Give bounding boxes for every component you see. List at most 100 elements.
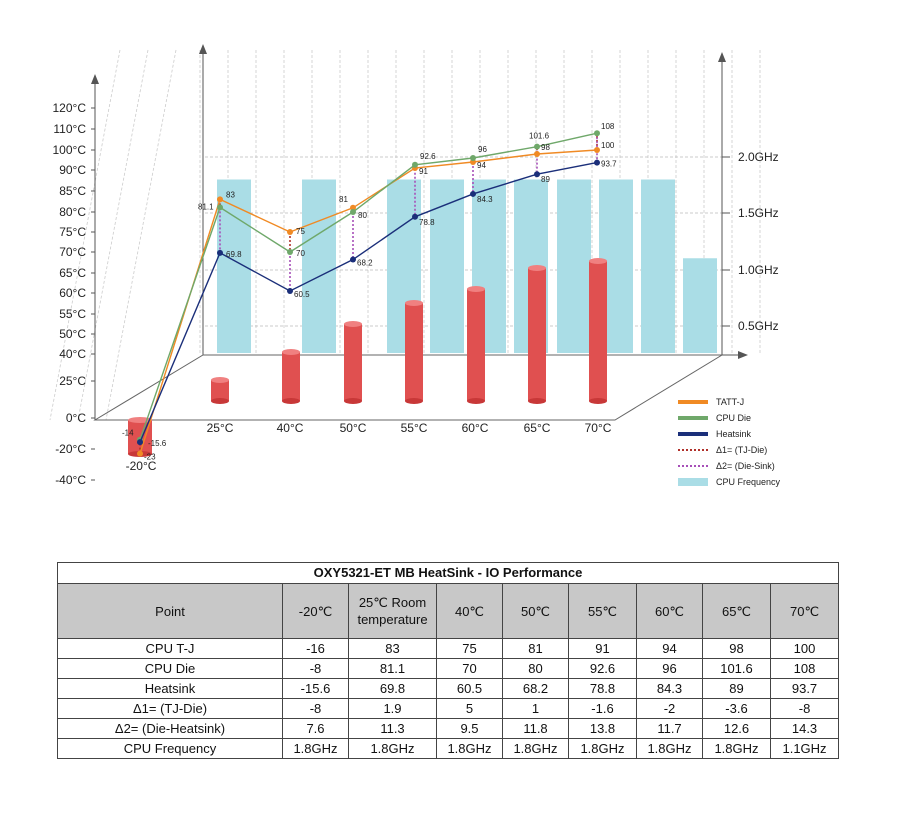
frequency-bar [430, 179, 464, 353]
table-cell: 108 [769, 658, 840, 679]
x-category-label: 25°C [207, 421, 234, 435]
table-cell: 96 [636, 658, 703, 679]
table-cell: 78.8 [568, 678, 637, 699]
point-label: 101.6 [529, 132, 550, 141]
table-cell: 1.8GHz [568, 738, 637, 759]
cylinder-base [211, 398, 229, 404]
y-left-tick-label: 110°C [53, 122, 86, 136]
x-category-label: 70°C [585, 421, 612, 435]
series-point [217, 249, 223, 256]
table-cell: 9.5 [436, 718, 503, 739]
point-label: -15.6 [148, 439, 167, 448]
point-label: 69.8 [226, 250, 242, 259]
x-axis-arrow [738, 351, 748, 359]
table-cell: 1.8GHz [636, 738, 703, 759]
series-point [217, 196, 223, 203]
table-cell: 68.2 [502, 678, 569, 699]
point-label: 60.5 [294, 290, 310, 299]
row-label: CPU Frequency [57, 738, 283, 759]
series-point [287, 288, 293, 294]
table-cell: 70 [436, 658, 503, 679]
chart-axes: 120°C 110°C 100°C 90°C 85°C 80°C 75°C 70°C 65°C 6… [53, 44, 779, 487]
point-label: -14 [122, 429, 134, 438]
table-cell: 1.9 [348, 698, 437, 719]
table-cell: 1 [502, 698, 569, 719]
point-label: 94 [477, 161, 486, 170]
point-label: 89 [541, 175, 550, 184]
cylinder-cap [467, 286, 485, 292]
table-cell: 92.6 [568, 658, 637, 679]
frequency-bar [302, 179, 336, 353]
table-cell: 1.8GHz [702, 738, 771, 759]
grid-diagonal-line [49, 49, 121, 421]
legend-label: TATT-J [716, 397, 744, 407]
cylinder-base [467, 398, 485, 404]
cylinder-cap [589, 258, 607, 264]
cylinder-cap [344, 321, 362, 327]
x-category-label: 55°C [401, 421, 428, 435]
temperature-cylinders [128, 258, 607, 457]
legend-swatch [678, 478, 708, 486]
point-label: 70 [296, 249, 305, 258]
right-axis-arrow [718, 52, 726, 62]
y-left-tick-label: 55°C [59, 307, 86, 321]
point-label: 92.6 [420, 152, 436, 161]
table-cell: 101.6 [702, 658, 771, 679]
header-col: 50℃ [502, 583, 569, 639]
y-right-tick-label: 0.5GHz [738, 319, 779, 333]
series-point [217, 204, 223, 211]
temperature-cylinder [528, 268, 546, 401]
point-label: 80 [358, 211, 367, 220]
series-point [594, 130, 600, 137]
y-left-tick-label: 70°C [59, 245, 86, 259]
y-left-tick-label: -40°C [55, 473, 86, 487]
table-cell: -1.6 [568, 698, 637, 719]
series-point [534, 151, 540, 157]
row-label: Heatsink [57, 678, 283, 699]
table-cell: 91 [568, 638, 637, 659]
header-col: -20℃ [282, 583, 349, 639]
series-point [350, 204, 356, 211]
table-cell: -8 [769, 698, 840, 719]
table-cell: 11.7 [636, 718, 703, 739]
cylinder-cap [282, 349, 300, 355]
point-label: 81.1 [198, 202, 214, 211]
point-label: 81 [339, 195, 348, 204]
point-label: 96 [478, 145, 487, 154]
series-line-1 [139, 132, 598, 440]
table-row: Δ1= (TJ-Die) -8 1.9 5 1 -1.6 -2 -3.6 -8 [57, 698, 840, 719]
y-left-tick-label: 65°C [59, 266, 86, 280]
point-label: 100 [601, 141, 615, 150]
row-label: Δ1= (TJ-Die) [57, 698, 283, 719]
table-cell: 93.7 [769, 678, 840, 699]
series-point [287, 249, 293, 255]
table-cell: 69.8 [348, 678, 437, 699]
table-row: CPU Frequency 1.8GHz 1.8GHz 1.8GHz 1.8GHz 1.8… [57, 738, 840, 759]
frequency-bar [641, 179, 675, 353]
table-cell: 81.1 [348, 658, 437, 679]
table-cell: -15.6 [282, 678, 349, 699]
header-col: 60℃ [636, 583, 703, 639]
cylinder-base [589, 398, 607, 404]
chart-legend: TATT-J CPU Die Heatsink Δ1= (TJ-Die) Δ2= (Di… [678, 397, 781, 487]
point-label: 83 [226, 190, 235, 199]
table-cell: 94 [636, 638, 703, 659]
series-point [470, 190, 476, 197]
table-cell: 81 [502, 638, 569, 659]
table-cell: -8 [282, 658, 349, 679]
series-point [594, 147, 600, 153]
series-point [287, 229, 293, 235]
y-left-tick-label: 0°C [66, 411, 86, 425]
series-point [350, 256, 356, 263]
table-cell: -3.6 [702, 698, 771, 719]
series-point [470, 155, 476, 161]
cylinder-base [405, 398, 423, 404]
performance-table: OXY5321-ET MB HeatSink - IO Performance … [56, 562, 840, 759]
table-cell: 11.8 [502, 718, 569, 739]
table-cell: 5 [436, 698, 503, 719]
table-cell: 14.3 [769, 718, 840, 739]
cylinder-cap [211, 377, 229, 383]
x-category-label: -20°C [126, 459, 157, 473]
table-cell: 80 [502, 658, 569, 679]
temperature-cylinder [344, 324, 362, 401]
